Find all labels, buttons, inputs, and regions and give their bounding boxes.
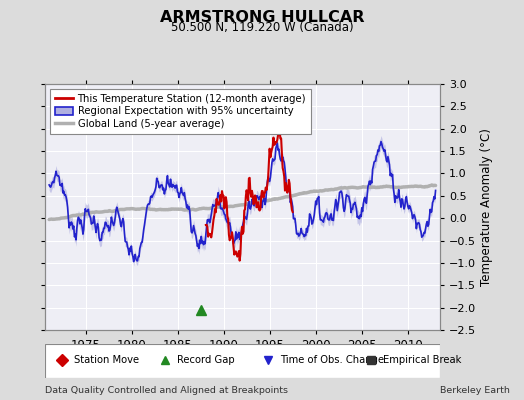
Text: Empirical Break: Empirical Break	[383, 355, 461, 365]
Text: Record Gap: Record Gap	[177, 355, 235, 365]
Legend: This Temperature Station (12-month average), Regional Expectation with 95% uncer: This Temperature Station (12-month avera…	[50, 89, 311, 134]
Text: Berkeley Earth: Berkeley Earth	[440, 386, 510, 395]
Y-axis label: Temperature Anomaly (°C): Temperature Anomaly (°C)	[481, 128, 494, 286]
Text: ARMSTRONG HULLCAR: ARMSTRONG HULLCAR	[160, 10, 364, 25]
Text: Data Quality Controlled and Aligned at Breakpoints: Data Quality Controlled and Aligned at B…	[45, 386, 288, 395]
Text: Station Move: Station Move	[74, 355, 139, 365]
Text: 50.500 N, 119.220 W (Canada): 50.500 N, 119.220 W (Canada)	[171, 21, 353, 34]
Text: Time of Obs. Change: Time of Obs. Change	[280, 355, 384, 365]
FancyBboxPatch shape	[45, 344, 440, 378]
